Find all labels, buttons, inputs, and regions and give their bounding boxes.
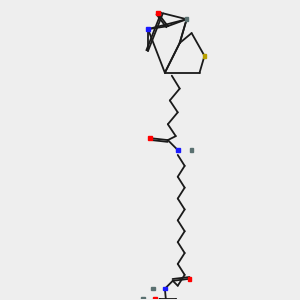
- Bar: [190, 148, 194, 152]
- Bar: [163, 287, 167, 290]
- Bar: [188, 277, 191, 281]
- Bar: [151, 287, 155, 290]
- Bar: [176, 148, 179, 152]
- Bar: [153, 297, 157, 300]
- Bar: [156, 11, 160, 15]
- Bar: [203, 54, 206, 58]
- Bar: [185, 17, 188, 21]
- Bar: [141, 297, 145, 300]
- Bar: [146, 27, 150, 31]
- Bar: [148, 136, 152, 140]
